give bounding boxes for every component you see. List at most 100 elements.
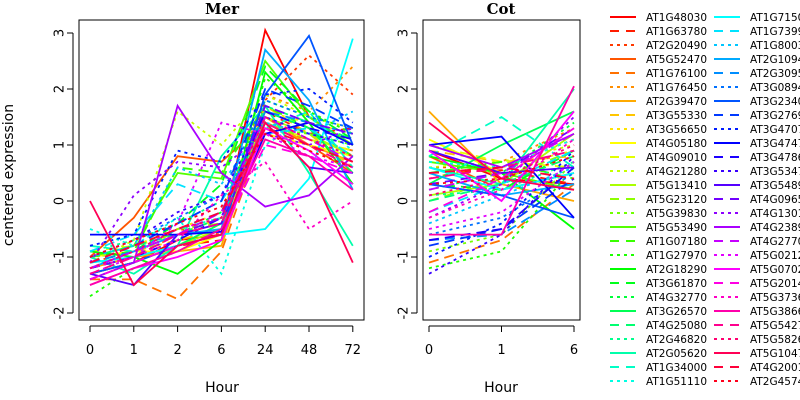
- series-line-AT5G5826: [89, 115, 354, 270]
- legend-label: AT3G5489: [750, 180, 800, 192]
- legend-label: AT4G25080: [646, 320, 707, 332]
- legend-label: AT3G2340: [750, 96, 800, 108]
- legend-item: AT1G63780: [610, 26, 707, 38]
- legend-item: AT3G61870: [610, 278, 707, 290]
- y-tick-label: 0: [53, 197, 68, 205]
- legend-label: AT4G2770: [750, 236, 800, 248]
- legend-label: AT5G52470: [646, 54, 707, 66]
- legend-item: AT4G32770: [610, 292, 707, 304]
- legend-item: AT2G20490: [610, 40, 707, 52]
- series-line-AT1G76100: [428, 183, 575, 264]
- legend-item: AT1G76450: [610, 82, 707, 94]
- y-tick-label: 3: [397, 29, 412, 37]
- legend-item: AT4G2001: [714, 362, 800, 374]
- legend-label: AT5G39830: [646, 208, 707, 220]
- legend-item: AT5G13410: [610, 180, 707, 192]
- legend-label: AT1G07180: [646, 236, 707, 248]
- legend-label: AT3G61870: [646, 278, 707, 290]
- series-line-AT3G61870: [89, 64, 354, 264]
- x-tick-label: 6: [570, 343, 578, 358]
- series-line-AT5G23120: [428, 149, 575, 202]
- series-line-AT5G0702: [428, 110, 575, 203]
- legend-label: AT4G21280: [646, 166, 707, 178]
- legend-label: AT4G32770: [646, 292, 707, 304]
- legend-label: AT3G56650: [646, 124, 707, 136]
- series-line-AT5G5826: [428, 144, 575, 197]
- legend-item: AT5G39830: [610, 208, 707, 220]
- legend-item: AT1G27970: [610, 250, 707, 262]
- y-tick-label: 0: [397, 197, 412, 205]
- y-axis-label: centered expression: [1, 104, 17, 246]
- legend-item: AT3G4786: [714, 152, 800, 164]
- legend-label: AT1G48030: [646, 12, 707, 24]
- mer-title: Mer: [205, 0, 240, 18]
- legend-label: AT1G34000: [646, 362, 707, 374]
- legend-label: AT5G5826: [750, 334, 800, 346]
- legend-item: AT2G1094: [714, 54, 800, 66]
- legend-item: AT3G55330: [610, 110, 707, 122]
- legend-label: AT3G5347: [750, 166, 800, 178]
- series-line-AT5G3866: [89, 138, 354, 286]
- legend-label: AT1G76100: [646, 68, 707, 80]
- legend-label: AT1G76450: [646, 82, 707, 94]
- legend-item: AT5G0212: [714, 250, 800, 262]
- series-line-AT3G2769: [428, 177, 575, 247]
- mer-panel: Mer -2 -1 0 1 2 3 0 1 2 6 24 48 72 Hour centered ex…: [1, 0, 365, 396]
- legend-label: AT3G2769: [750, 110, 800, 122]
- legend-label: AT2G1094: [750, 54, 800, 66]
- y-tick-label: 3: [53, 29, 68, 37]
- legend-label: AT2G3095: [750, 68, 800, 80]
- x-tick-label: 1: [130, 343, 138, 358]
- legend-label: AT2G39470: [646, 96, 707, 108]
- series-line-AT1G51110: [89, 115, 354, 276]
- legend-item: AT4G0965: [714, 194, 800, 206]
- series-line-AT5G1047: [89, 120, 354, 287]
- legend-item: AT5G5427: [714, 320, 800, 332]
- legend-label: AT5G0212: [750, 250, 800, 262]
- legend-label: AT4G0965: [750, 194, 800, 206]
- legend-label: AT1G63780: [646, 26, 707, 38]
- legend-label: AT5G1047: [750, 348, 800, 360]
- legend-item: AT1G7399: [714, 26, 800, 38]
- legend-item: AT5G2014: [714, 278, 800, 290]
- y-tick-label: -2: [397, 307, 412, 320]
- series-line-AT4G2770: [89, 115, 354, 270]
- series-line-AT4G2001: [428, 166, 575, 180]
- series-line-AT5G0212: [89, 121, 354, 275]
- series-line-AT4G1301: [428, 116, 575, 219]
- cot-panel: Cot -2 -1 0 1 2 3 0 1 6 Hour: [397, 0, 581, 396]
- series-line-AT4G25080: [428, 155, 575, 202]
- cot-x-label: Hour: [484, 380, 518, 396]
- series-line-AT1G7399: [428, 149, 575, 214]
- y-tick-label: 1: [53, 141, 68, 149]
- legend-label: AT1G27970: [646, 250, 707, 262]
- legend-label: AT3G26570: [646, 306, 707, 318]
- legend-label: AT4G1301: [750, 208, 800, 220]
- legend-label: AT1G8003: [750, 40, 800, 52]
- y-tick-label: -1: [397, 251, 412, 264]
- mer-x-label: Hour: [205, 380, 239, 396]
- x-tick-label: 72: [345, 343, 362, 358]
- series-line-AT1G07180: [428, 160, 575, 180]
- legend-label: AT5G13410: [646, 180, 707, 192]
- legend-item: AT5G53490: [610, 222, 707, 234]
- series-line-AT2G05620: [89, 104, 354, 275]
- x-tick-label: 6: [217, 343, 225, 358]
- legend-item: AT2G4574: [714, 376, 800, 388]
- legend-item: AT1G51110: [610, 376, 707, 388]
- series-line-AT5G3736: [89, 160, 354, 270]
- legend-item: AT3G26570: [610, 306, 707, 318]
- legend-label: AT4G05180: [646, 138, 707, 150]
- y-tick-label: 1: [397, 141, 412, 149]
- legend-item: AT4G21280: [610, 166, 707, 178]
- series-line-AT4G2389: [89, 103, 354, 281]
- series-line-AT3G5347: [89, 115, 354, 258]
- legend-item: AT2G05620: [610, 348, 707, 360]
- series-line-AT5G0212: [428, 161, 575, 230]
- legend-label: AT5G3736: [750, 292, 800, 304]
- series-line-AT5G3736: [428, 138, 575, 219]
- legend-item: AT1G76100: [610, 68, 707, 80]
- y-tick-label: -2: [53, 307, 68, 320]
- legend-label: AT1G7399: [750, 26, 800, 38]
